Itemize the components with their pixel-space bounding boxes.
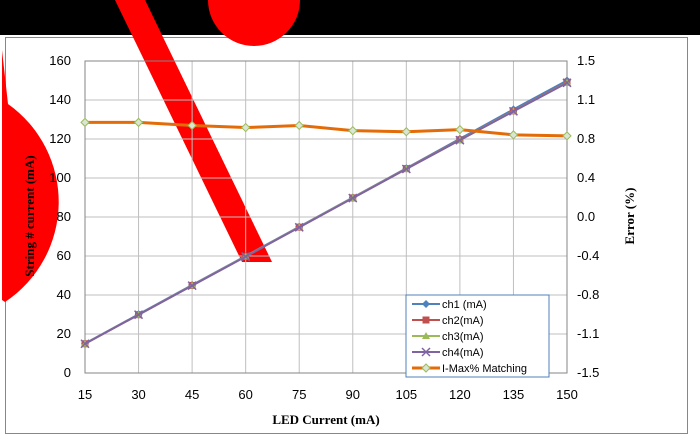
data-point-marker [240,122,251,133]
y2-tick-label: 0.8 [577,131,595,146]
data-point-marker [187,120,197,131]
series-lines [80,76,572,349]
y-tick-label: 20 [57,326,71,341]
y-axis-title: String # current (mA) [22,155,37,276]
y-tick-label: 60 [57,248,71,263]
data-point-marker [294,222,304,232]
y-tick-label: 40 [57,287,71,302]
data-point-marker [508,106,518,116]
legend-label: ch3(mA) [442,331,484,343]
data-point-marker [455,135,465,145]
series-line [84,81,568,345]
y2-tick-label: -0.8 [577,287,599,302]
x-tick-label: 150 [556,387,578,402]
top-black-bar [0,0,700,35]
x-tick-label: 90 [346,387,360,402]
right-axis-ticks: -1.5 -1.1 -0.8 -0.4 0.0 0.4 0.8 1.1 1.5 [577,53,599,380]
series-line [85,120,568,138]
y2-axis-title: Error (%) [622,188,637,245]
y2-tick-label: -1.1 [577,326,599,341]
data-point-marker [401,164,411,174]
data-point-marker [348,125,358,136]
series-i-max-matching [80,117,572,141]
left-axis-ticks: 0 20 40 60 80 100 120 140 160 [49,53,71,380]
watermark-ring-arc [2,50,59,302]
data-point-marker [401,127,412,137]
watermark-arch [208,0,300,46]
watermark-slash [115,0,272,262]
legend-label: ch2(mA) [442,315,484,327]
plot-frame [84,60,568,374]
data-point-marker [562,78,572,88]
y-tick-label: 80 [57,209,71,224]
data-point-marker [421,363,431,373]
x-tick-label: 135 [503,387,525,402]
x-tick-label: 45 [185,387,199,402]
y2-tick-label: 1.1 [577,92,595,107]
data-point-marker [187,281,197,291]
data-point-marker [562,131,572,141]
legend-label: ch4(mA) [442,347,484,359]
data-point-marker [80,117,90,128]
legend-label: I-Max% Matching [442,363,527,375]
data-point-marker [133,117,144,128]
data-point-marker [80,339,90,349]
x-tick-label: 75 [292,387,306,402]
y2-tick-label: 0.0 [577,209,595,224]
data-point-marker [508,130,519,140]
data-point-marker [422,332,430,339]
x-tick-label: 120 [449,387,471,402]
x-tick-label: 60 [238,387,252,402]
data-point-marker [422,300,430,308]
x-axis-title: LED Current (mA) [272,412,379,427]
y-tick-label: 160 [49,53,71,68]
y2-tick-label: -1.5 [577,365,599,380]
x-tick-label: 30 [131,387,145,402]
data-point-marker [422,316,430,324]
x-tick-label: 105 [395,387,417,402]
x-axis-ticks: 15 30 45 60 75 90 105 120 135 150 [78,387,578,402]
y2-tick-label: -0.4 [577,248,599,263]
y2-tick-label: 1.5 [577,53,595,68]
chart-area-border [5,37,688,434]
plot-border [84,60,568,374]
data-point-marker [348,193,358,203]
legend-label: ch1 (mA) [442,299,487,311]
y-tick-label: 140 [49,92,71,107]
data-point-marker [294,120,304,131]
data-point-marker [421,347,431,357]
y2-tick-label: 0.4 [577,170,595,185]
y-tick-label: 100 [49,170,71,185]
data-point-marker [241,252,251,262]
y-tick-label: 0 [64,365,71,380]
series-ch4-ma- [80,78,572,349]
y-tick-label: 120 [49,131,71,146]
data-point-marker [134,310,144,320]
x-tick-label: 15 [78,387,92,402]
red-logo-watermark [2,0,300,302]
legend: ch1 (mA) ch2(mA) ch3(mA) ch4(mA) I-Max% Matc… [405,294,550,378]
data-point-marker [455,124,465,135]
